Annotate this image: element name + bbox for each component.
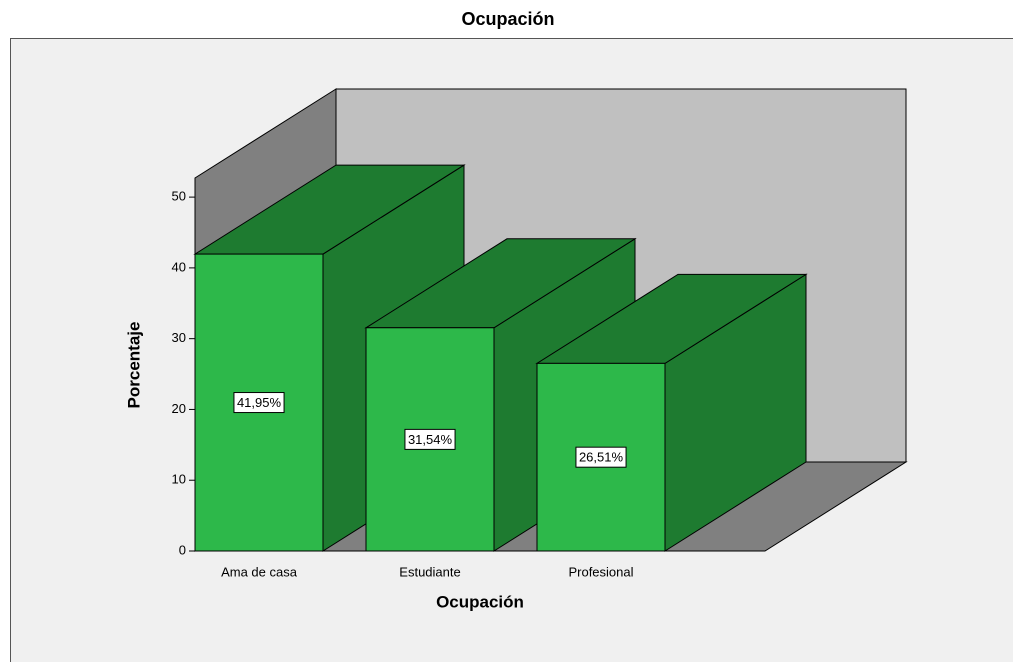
y-tick-label: 50 — [172, 189, 186, 204]
value-label: 31,54% — [408, 432, 453, 447]
value-label-box — [404, 428, 456, 450]
y-tick-label: 10 — [172, 472, 186, 487]
x-tick-label: Ama de casa — [221, 564, 298, 579]
value-label-box — [575, 446, 627, 468]
y-tick-label: 40 — [172, 259, 186, 274]
value-label: 26,51% — [579, 450, 624, 465]
value-label-box — [233, 392, 285, 414]
y-axis-label: Porcentaje — [124, 322, 143, 409]
y-tick-label: 0 — [179, 542, 186, 557]
x-tick-label: Profesional — [568, 564, 633, 579]
chart-title: Ocupación — [461, 9, 554, 29]
y-tick-label: 30 — [172, 330, 186, 345]
value-label: 41,95% — [237, 395, 282, 410]
x-axis-label: Ocupación — [436, 592, 524, 611]
x-tick-label: Estudiante — [399, 564, 460, 579]
y-tick-label: 20 — [172, 401, 186, 416]
